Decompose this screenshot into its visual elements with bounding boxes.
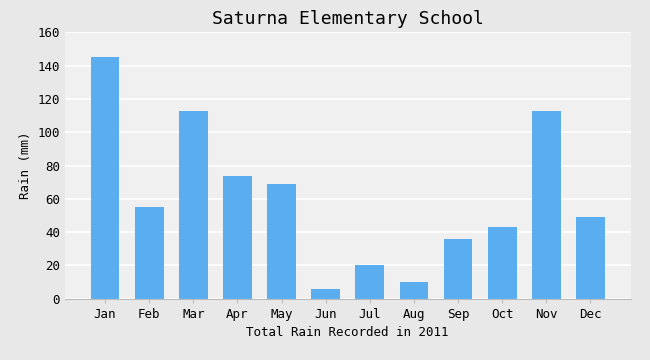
Bar: [223, 176, 252, 299]
X-axis label: Total Rain Recorded in 2011: Total Rain Recorded in 2011: [246, 327, 449, 339]
Bar: [444, 239, 473, 299]
Bar: [91, 57, 120, 299]
Y-axis label: Rain (mm): Rain (mm): [19, 132, 32, 199]
Bar: [488, 227, 517, 299]
Bar: [267, 184, 296, 299]
Bar: [356, 265, 384, 299]
Bar: [135, 207, 164, 299]
Bar: [532, 111, 561, 299]
Bar: [576, 217, 604, 299]
Bar: [179, 111, 207, 299]
Bar: [311, 289, 340, 299]
Bar: [400, 282, 428, 299]
Title: Saturna Elementary School: Saturna Elementary School: [212, 10, 484, 28]
